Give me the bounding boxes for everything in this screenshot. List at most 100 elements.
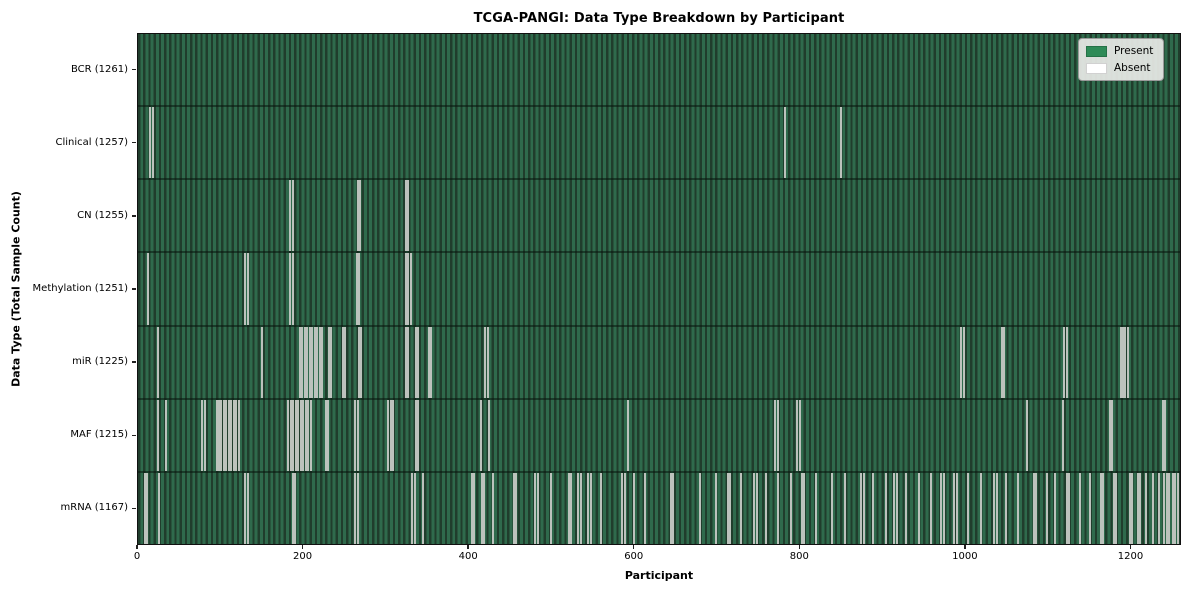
absent-stripe [1151,472,1154,544]
absent-stripe [1004,472,1007,544]
absent-stripe [567,472,570,544]
absent-stripe [354,472,357,544]
absent-stripe [796,399,799,471]
absent-stripe [409,253,412,325]
y-tick-mark [132,215,136,217]
absent-stripe [860,472,863,544]
absent-stripe [146,472,149,544]
absent-stripe [387,399,390,471]
absent-stripe [1168,472,1171,544]
absent-stripe [299,399,302,471]
x-tick-label: 800 [789,551,809,562]
absent-stripe [1079,472,1081,544]
absent-stripe [1119,326,1122,398]
absent-stripe [1136,472,1139,544]
absent-stripe [599,472,602,544]
absent-stripe [294,399,297,471]
absent-stripe [1126,326,1129,398]
y-tick-mark [132,434,136,436]
absent-stripe [1171,472,1174,544]
absent-stripe [644,472,647,544]
absent-stripe [483,472,486,544]
absent-stripe [306,326,309,398]
absent-stripe [488,399,491,471]
x-tick-mark [964,545,966,549]
absent-stripe [1157,472,1160,544]
absent-stripe [411,472,414,544]
absent-stripe [294,472,296,544]
absent-stripe [1165,472,1168,544]
absent-stripe [292,399,295,471]
y-tick-mark [132,507,136,510]
heatmap-row-cn [138,178,1180,252]
absent-stripe [327,399,330,471]
absent-stripe [311,326,314,398]
absent-stripe [427,326,430,398]
heatmap-row-maf [138,397,1180,471]
absent-stripe [484,326,487,398]
absent-stripe [726,472,729,544]
absent-stripe [156,326,159,398]
absent-stripe [151,107,154,179]
absent-stripe [1161,399,1164,471]
absent-stripe [404,326,407,398]
absent-stripe [291,253,294,325]
legend-label: Absent [1114,62,1151,74]
absent-stripe [404,253,407,325]
absent-stripe [814,472,817,544]
legend-label: Present [1114,45,1154,57]
absent-stripe [893,472,896,544]
heatmap-row-bcr [138,34,1180,105]
absent-stripe [1163,472,1166,544]
absent-stripe [413,472,416,544]
absent-stripe [1062,399,1065,471]
absent-stripe [1145,472,1148,544]
absent-stripe [417,326,420,398]
absent-stripe [479,399,482,471]
x-tick-label: 0 [133,551,141,562]
absent-stripe [1124,326,1127,398]
absent-stripe [884,472,887,544]
absent-stripe [577,472,580,544]
absent-stripe [244,472,247,544]
absent-stripe [318,326,321,398]
absent-stripe [774,399,777,471]
absent-stripe [1115,472,1118,544]
absent-stripe [515,472,518,544]
absent-stripe [803,472,806,544]
absent-stripe [149,107,152,179]
absent-stripe [755,472,758,544]
absent-stripe [589,472,592,544]
absent-stripe [316,326,319,398]
absent-stripe [392,399,395,471]
absent-stripe [715,472,718,544]
x-tick-mark [1129,545,1132,549]
absent-stripe [215,399,218,471]
absent-stripe [1174,472,1177,544]
absent-stripe [632,472,635,544]
absent-stripe [237,399,240,471]
absent-stripe [1139,472,1142,544]
absent-stripe [246,253,249,325]
absent-stripe [360,326,363,398]
absent-stripe [953,472,956,544]
absent-stripe [621,472,624,544]
absent-stripe [1128,472,1131,544]
absent-stripe [753,472,756,544]
absent-stripe [359,180,362,252]
absent-stripe [473,472,476,544]
absent-stripe [143,472,146,544]
absent-stripe [1000,326,1003,398]
absent-stripe [313,326,316,398]
absent-stripe [669,472,672,544]
absent-stripe [672,472,675,544]
absent-stripe [940,472,943,544]
legend-swatch-absent [1086,62,1107,74]
heatmap-row-clinical [138,105,1180,179]
x-tick-mark [301,545,304,549]
absent-stripe [960,326,963,398]
absent-stripe [232,399,235,471]
absent-stripe [798,399,801,471]
absent-stripe [309,399,312,471]
